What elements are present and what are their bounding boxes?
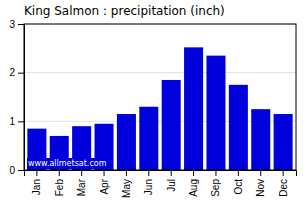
- tick-label: Oct: [233, 179, 244, 195]
- bar: [184, 47, 203, 170]
- tick-label: Feb: [54, 179, 65, 197]
- tick: Feb: [54, 170, 65, 196]
- frame: [24, 24, 296, 170]
- tick-mark: [283, 170, 284, 176]
- tick-mark: [193, 170, 194, 176]
- tick-mark: [104, 170, 105, 176]
- tick-mark: [18, 121, 24, 122]
- x-axis: Jan Feb Mar Apr May Jun Jul Aug Sep Oct Nov Dec: [25, 170, 297, 198]
- tick: Jan: [31, 170, 42, 195]
- bar: [206, 56, 225, 170]
- tick: 2: [9, 67, 24, 78]
- bars: [27, 47, 292, 170]
- bar: [162, 80, 181, 170]
- tick-mark: [18, 24, 24, 25]
- tick-label: Nov: [255, 179, 266, 197]
- bar: [229, 85, 248, 170]
- tick-mark: [171, 170, 172, 176]
- tick: Aug: [188, 170, 199, 197]
- axis-line: [18, 25, 25, 171]
- tick: 3: [9, 19, 24, 30]
- tick-label: 0: [9, 165, 15, 176]
- axis-line: [25, 171, 297, 177]
- tick: Jun: [143, 170, 154, 195]
- annotation-text: www.allmetsat.com: [28, 159, 107, 168]
- tick-label: 1: [9, 116, 15, 127]
- tick-label: 3: [9, 19, 15, 30]
- tick-label: Jan: [31, 179, 42, 195]
- tick-label: Sep: [210, 179, 221, 197]
- bar: [251, 109, 270, 170]
- bar: [117, 114, 136, 170]
- tick-mark: [36, 170, 37, 176]
- y-axis: 0 1 2 3: [9, 19, 24, 176]
- tick: Nov: [255, 170, 266, 197]
- grid-line: [24, 72, 296, 73]
- tick-label: Mar: [76, 178, 87, 196]
- tick: 1: [9, 116, 24, 127]
- annotation-background: [27, 158, 108, 169]
- tick-mark: [126, 170, 127, 176]
- title: King Salmon : precipitation (inch): [24, 4, 225, 18]
- tick: Dec: [278, 170, 289, 197]
- bar: [274, 114, 293, 170]
- tick-label: Dec: [278, 179, 289, 197]
- tick-mark: [238, 170, 239, 176]
- chart: King Salmon : precipitation (inch) 0 1 2 3 Ja…: [0, 0, 306, 200]
- tick: Jul: [166, 170, 177, 192]
- annotation: www.allmetsat.com: [27, 158, 108, 169]
- tick-label: Aug: [188, 179, 199, 197]
- tick-mark: [260, 170, 261, 176]
- tick-label: Jul: [166, 179, 177, 192]
- tick: 0: [9, 165, 24, 176]
- bar: [139, 107, 158, 170]
- tick-mark: [215, 170, 216, 176]
- tick-label: May: [121, 179, 132, 198]
- tick: May: [121, 170, 132, 198]
- tick-mark: [18, 73, 24, 74]
- tick: Apr: [99, 170, 110, 195]
- tick-label: 2: [9, 67, 15, 78]
- tick-mark: [18, 170, 24, 171]
- tick: Sep: [210, 170, 221, 197]
- tick-mark: [59, 170, 60, 176]
- tick: Oct: [233, 170, 244, 195]
- tick: Mar: [76, 170, 87, 196]
- plot: 0 1 2 3 Jan Feb Mar Apr May Jun Jul Aug Sep Oct Nov Dec…: [9, 19, 296, 198]
- tick-mark: [81, 170, 82, 176]
- grid: [24, 24, 296, 170]
- tick-label: Jun: [143, 179, 154, 195]
- tick-mark: [148, 170, 149, 176]
- tick-label: Apr: [99, 178, 110, 194]
